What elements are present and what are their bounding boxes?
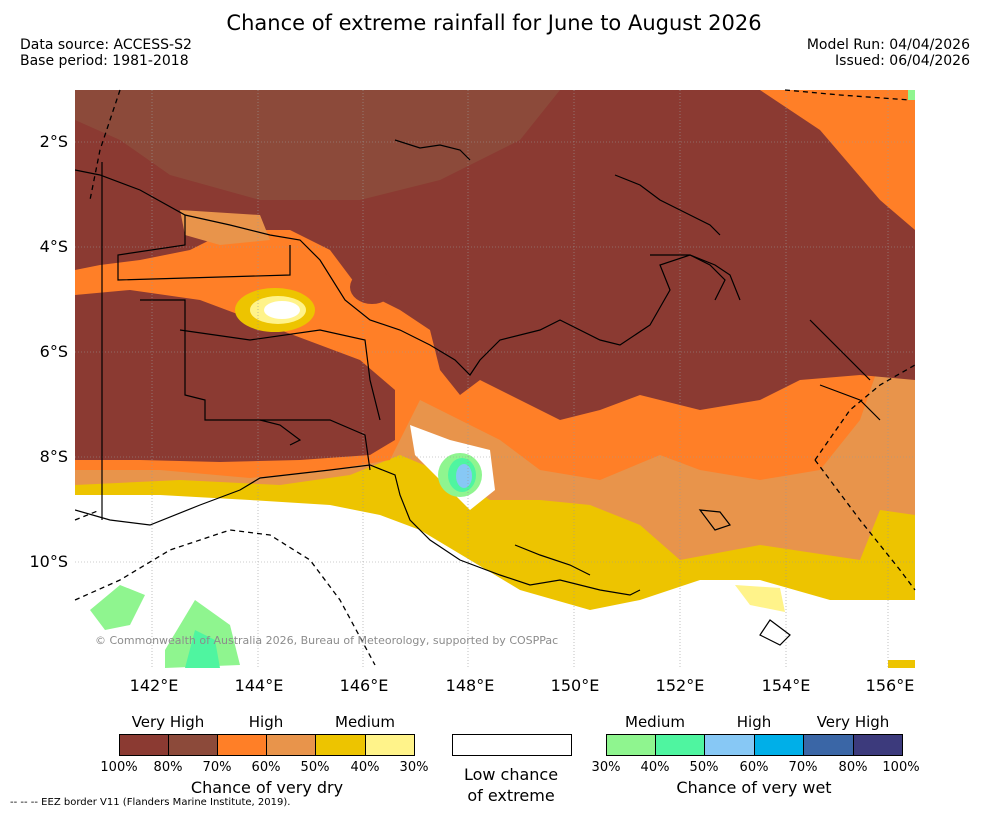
lon-label: 156°E (865, 676, 915, 695)
lat-label: 6°S (39, 342, 68, 361)
legend-percent: 70% (788, 760, 818, 775)
model-run: Model Run: 04/04/2026 (806, 37, 970, 53)
legend-percent: 70% (202, 760, 232, 775)
legend-swatch (365, 734, 415, 756)
legend-percent: 80% (838, 760, 868, 775)
legend-percent: 50% (300, 760, 330, 775)
low-caption-line1: Low chance (463, 765, 559, 784)
map-title: Chance of extreme rainfall for June to A… (226, 11, 762, 35)
data-info: Data source: ACCESS-S2 Base period: 1981… (20, 37, 192, 69)
base-period: Base period: 1981-2018 (20, 53, 189, 69)
legend-swatch (217, 734, 267, 756)
legend-percent: 100% (100, 760, 138, 775)
wet-caption: Chance of very wet (676, 778, 832, 797)
dry-100-patch-island (350, 270, 394, 304)
run-info: Model Run: 04/04/2026 Issued: 06/04/2026 (807, 37, 970, 69)
legend-swatch-low (452, 734, 572, 756)
legend-level: Very High (816, 713, 890, 731)
legend-percent: 40% (350, 760, 380, 775)
dry-50-patch-se (888, 660, 915, 668)
lat-label: 10°S (29, 552, 68, 571)
legend-swatch (803, 734, 854, 756)
issued-date: Issued: 06/04/2026 (835, 53, 970, 69)
coastlines (75, 139, 881, 646)
legend-percent: 60% (739, 760, 769, 775)
legend-percent: 30% (399, 760, 429, 775)
legend-level: Very High (131, 713, 205, 731)
legend-swatch (606, 734, 656, 756)
eez-borders (74, 89, 916, 666)
legend-swatch (655, 734, 705, 756)
dry-100-zone-south (75, 290, 395, 462)
lat-label: 8°S (39, 447, 68, 466)
lat-label: 4°S (39, 237, 68, 256)
lon-label: 150°E (550, 676, 600, 695)
lat-label: 2°S (39, 132, 68, 151)
lon-label: 148°E (445, 676, 495, 695)
dry-caption: Chance of very dry (190, 778, 344, 797)
legend-swatch (754, 734, 804, 756)
legend-level: Medium (335, 713, 395, 731)
legend-level: High (736, 713, 772, 731)
legend-percent: 50% (689, 760, 719, 775)
legend-percent: 40% (640, 760, 670, 775)
wet-30-patch-sw (90, 585, 145, 630)
dry-100-zone-top (75, 90, 560, 200)
legend-swatch (119, 734, 169, 756)
dry-40-zone (735, 585, 785, 612)
wet-30-patch-ne (908, 90, 915, 100)
lon-label: 152°E (655, 676, 705, 695)
legend-percent: 30% (591, 760, 621, 775)
low-caption: Low chance of extreme (464, 764, 558, 806)
lon-label: 144°E (234, 676, 284, 695)
legend-swatch (266, 734, 316, 756)
legend-swatch (853, 734, 903, 756)
legend-percent: 100% (882, 760, 920, 775)
gridlines (75, 90, 915, 668)
data-source: Data source: ACCESS-S2 (20, 37, 192, 53)
probability-field (75, 90, 915, 668)
lon-label: 146°E (339, 676, 389, 695)
lon-label: 142°E (129, 676, 179, 695)
wet-40-patch-s (185, 630, 220, 668)
legend-percent: 80% (153, 760, 183, 775)
legend-percent: 60% (251, 760, 281, 775)
legend-swatch (168, 734, 218, 756)
legend-swatch (704, 734, 755, 756)
legend-level: Medium (625, 713, 685, 731)
white-patch-west (264, 301, 300, 319)
legend-swatch (315, 734, 366, 756)
eez-footer: -- -- -- EEZ border V11 (Flanders Marine… (10, 797, 291, 808)
wet-50-patch-east (456, 464, 472, 488)
legend-level: High (248, 713, 284, 731)
low-caption-line2: of extreme (467, 786, 555, 805)
lon-label: 154°E (761, 676, 811, 695)
copyright-notice: © Commonwealth of Australia 2026, Bureau… (95, 634, 559, 647)
